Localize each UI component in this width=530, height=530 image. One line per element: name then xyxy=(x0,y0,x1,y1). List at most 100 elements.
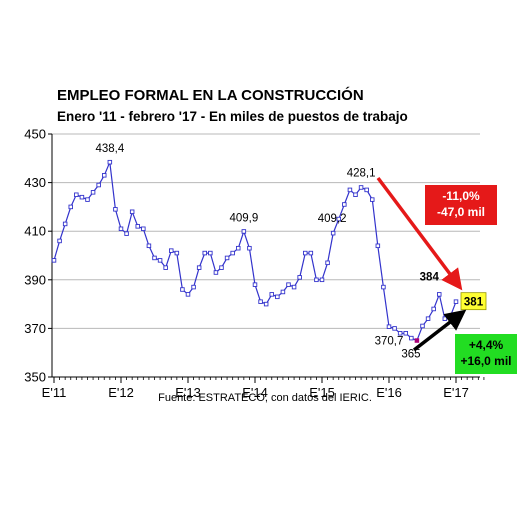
data-point xyxy=(342,202,347,207)
data-point xyxy=(57,238,62,244)
data-point xyxy=(409,335,414,341)
data-point xyxy=(263,301,269,307)
annotation-box-rise xyxy=(455,334,517,374)
data-point xyxy=(90,190,96,195)
data-point xyxy=(118,226,124,232)
data-point xyxy=(258,299,263,304)
data-point xyxy=(297,275,302,280)
data-point xyxy=(275,294,280,300)
annotation-box-decline xyxy=(425,185,497,225)
y-tick-label: 370 xyxy=(24,321,46,336)
x-tick-label: E'15 xyxy=(309,385,335,400)
data-point xyxy=(129,209,135,215)
data-point xyxy=(141,226,146,232)
data-point xyxy=(180,287,185,292)
data-point xyxy=(364,187,369,193)
data-point xyxy=(68,204,73,210)
y-tick-label: 450 xyxy=(24,127,46,142)
data-point xyxy=(437,292,442,297)
data-point xyxy=(420,323,425,329)
data-label: 384 xyxy=(420,271,440,283)
chart-source: Fuente: ESTRATECO, con datos del IERIC. xyxy=(158,392,372,404)
data-label: 428,1 xyxy=(347,167,376,179)
data-point xyxy=(448,314,453,319)
arrow-decline xyxy=(376,176,463,291)
data-point xyxy=(213,270,219,275)
data-point xyxy=(314,277,319,283)
data-point xyxy=(168,248,174,253)
y-tick-label: 350 xyxy=(24,370,46,385)
data-point xyxy=(336,216,342,222)
data-point xyxy=(235,245,241,251)
data-point xyxy=(308,250,314,256)
series-line-path xyxy=(53,159,457,342)
data-point xyxy=(269,292,275,297)
x-tick-label: E'12 xyxy=(108,385,134,400)
data-point xyxy=(219,265,224,270)
data-point xyxy=(330,230,336,236)
data-point xyxy=(425,316,431,321)
data-point xyxy=(62,221,68,227)
annotation-text: +16,0 mil xyxy=(460,354,511,368)
x-tick-label: E'14 xyxy=(242,385,268,400)
data-point xyxy=(403,331,409,336)
data-point xyxy=(247,245,252,251)
data-point xyxy=(381,284,386,290)
data-point xyxy=(113,207,118,212)
data-point xyxy=(392,326,397,331)
data-point xyxy=(347,187,353,193)
data-point xyxy=(375,243,381,249)
data-point xyxy=(157,258,163,263)
data-point xyxy=(241,229,247,234)
data-point xyxy=(230,250,235,256)
data-point xyxy=(370,197,375,202)
data-point xyxy=(442,316,448,321)
data-point xyxy=(185,292,191,297)
annotations: -11,0% -47,0 mil +4,4% +16,0 mil xyxy=(376,176,517,374)
data-point xyxy=(397,331,403,336)
annotation-text: +4,4% xyxy=(469,338,504,352)
data-point xyxy=(431,306,436,312)
x-tick-label: E'11 xyxy=(42,385,67,400)
data-label: 370,7 xyxy=(375,336,404,348)
data-point xyxy=(386,324,392,329)
data-point xyxy=(453,299,459,304)
x-axis-ticks: E'11 E'12 E'13 E'14 E'15 E'16 E'17 xyxy=(42,377,485,400)
data-point xyxy=(353,192,358,197)
series-points xyxy=(51,159,459,343)
data-point xyxy=(107,159,113,165)
data-point xyxy=(252,282,258,287)
y-tick-label: 390 xyxy=(24,272,46,287)
data-point xyxy=(358,185,364,190)
data-point xyxy=(51,258,57,263)
data-point xyxy=(319,277,325,283)
data-point xyxy=(291,284,297,290)
data-point xyxy=(280,289,286,295)
y-tick-label: 410 xyxy=(24,224,46,239)
data-point xyxy=(135,224,140,229)
chart-subtitle: Enero '11 - febrero '17 - En miles de pu… xyxy=(57,109,408,124)
data-point xyxy=(79,194,85,200)
data-label: 409,9 xyxy=(229,212,258,224)
data-point xyxy=(414,338,420,343)
annotation-text: -47,0 mil xyxy=(437,205,485,219)
x-tick-label: E'16 xyxy=(376,385,402,400)
data-label: 381 xyxy=(464,297,484,309)
data-label: 365 xyxy=(401,349,420,361)
data-label: 409,2 xyxy=(318,213,347,225)
data-point xyxy=(101,173,107,178)
data-point xyxy=(191,284,196,290)
data-point xyxy=(163,265,168,270)
chart-title: EMPLEO FORMAL EN LA CONSTRUCCIÓN xyxy=(57,86,364,104)
data-point xyxy=(152,255,157,261)
data-point xyxy=(96,182,101,188)
series-line xyxy=(53,159,457,342)
data-point xyxy=(85,197,90,202)
data-point xyxy=(146,243,152,249)
highlight-box xyxy=(460,292,487,311)
annotation-text: -11,0% xyxy=(442,189,480,203)
x-tick-label: E'17 xyxy=(443,385,469,400)
data-point xyxy=(174,250,180,256)
